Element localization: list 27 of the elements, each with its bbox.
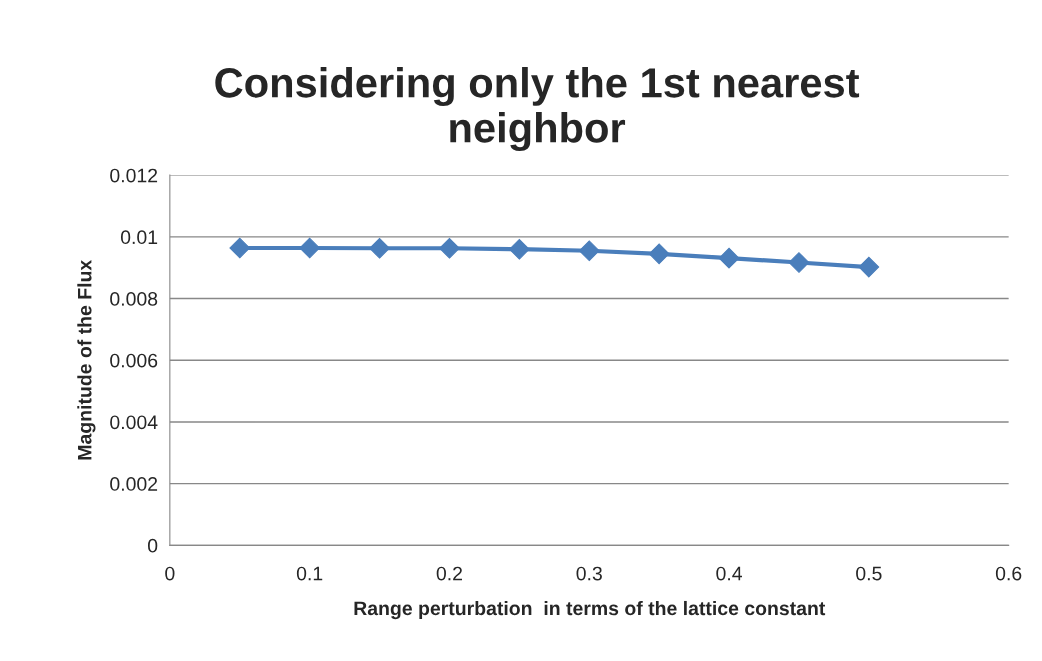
- x-axis-title: Range perturbation in terms of the lattice constant: [354, 600, 826, 620]
- x-tick-label: 0.4: [716, 566, 742, 581]
- y-tick-label: 0.008: [110, 292, 158, 306]
- x-tick-label: 0.3: [576, 566, 602, 581]
- point: [648, 243, 670, 265]
- y-tick-label: 0.002: [110, 477, 158, 491]
- point: [229, 237, 251, 259]
- point: [369, 237, 390, 259]
- chart-title: Considering only the 1st nearest neighbor: [215, 67, 860, 152]
- point: [509, 238, 530, 260]
- x-tick-label: 0.2: [436, 566, 462, 581]
- y-tick-label: 0.012: [110, 168, 158, 183]
- x-tick-label: 0.1: [296, 566, 323, 581]
- y-tick-label: 0.004: [110, 415, 158, 430]
- y-tick-label: 0.006: [110, 353, 158, 368]
- point: [439, 237, 460, 259]
- point: [788, 252, 810, 273]
- x-tick-label: 0.5: [856, 566, 882, 581]
- point: [578, 240, 600, 262]
- x-tick-label: 0: [165, 566, 175, 581]
- y-tick-label: 0: [147, 538, 158, 553]
- y-tick-label: 0.01: [120, 230, 158, 245]
- point: [858, 256, 880, 278]
- point: [299, 237, 320, 259]
- point: [718, 247, 740, 269]
- x-tick-label: 0.6: [995, 566, 1022, 581]
- y-axis-title: Magnitude of the Flux: [77, 259, 96, 460]
